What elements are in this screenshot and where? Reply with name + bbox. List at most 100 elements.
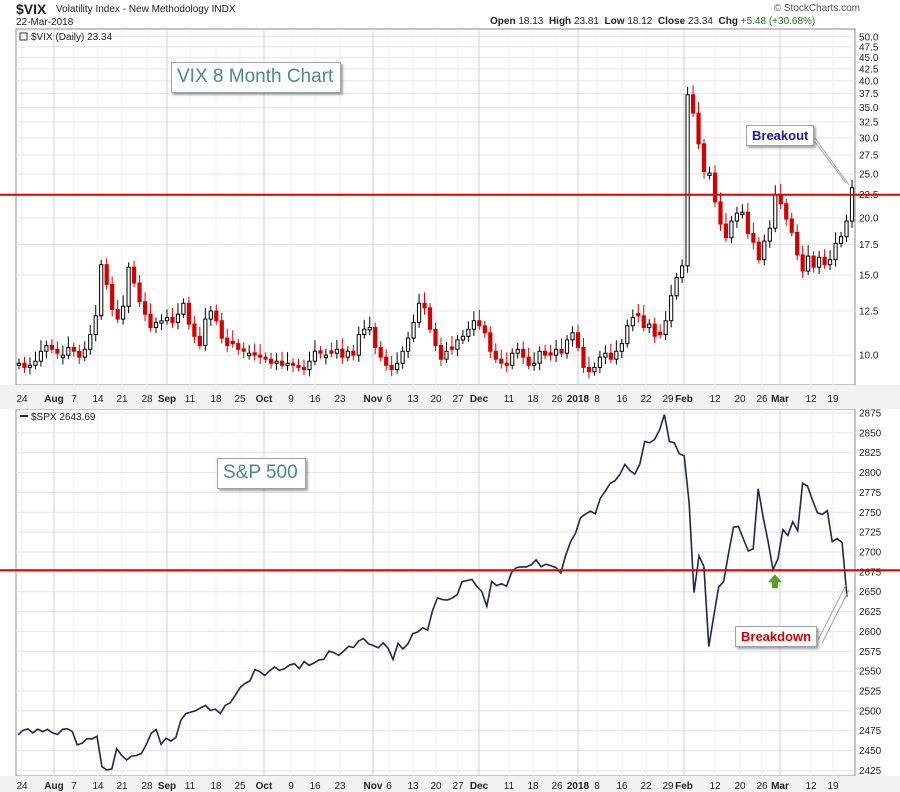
- vix-candle-body: [811, 255, 816, 268]
- vix-x-tick-label: 8: [594, 394, 600, 405]
- vix-candle-body: [115, 308, 120, 320]
- vix-candle-body: [756, 241, 761, 261]
- vix-candle-body: [570, 332, 575, 341]
- spx-x-tick-label: Dec: [470, 781, 489, 792]
- vix-candle-body: [395, 362, 400, 371]
- breakout-pointer-line: [814, 137, 850, 186]
- vix-candle-body: [751, 232, 756, 243]
- support-arrow-icon: [768, 574, 782, 589]
- vix-candle-body: [455, 339, 460, 350]
- vix-candle-body: [389, 364, 394, 371]
- vix-candle-body: [416, 302, 422, 323]
- vix-y-tick-label: 47.5: [859, 42, 879, 53]
- open-label: Open: [490, 16, 516, 27]
- spx-x-tick-label: 21: [116, 781, 128, 792]
- spx-x-tick-label: Feb: [675, 781, 693, 792]
- vix-candle-body: [66, 346, 71, 356]
- vix-candle-body: [575, 332, 581, 348]
- spx-x-tick-label: 23: [334, 781, 346, 792]
- vix-y-tick-label: 45.0: [859, 53, 879, 64]
- breakout-callout-box: Breakout: [746, 125, 815, 146]
- brand-watermark: © StockCharts.com: [773, 3, 860, 14]
- vix-candle-body: [274, 360, 279, 364]
- vix-candle-body: [258, 354, 263, 358]
- vix-candle-body: [49, 345, 54, 350]
- spx-x-tick-label: 7: [71, 781, 77, 792]
- spx-y-tick-label: 2775: [859, 488, 882, 499]
- close-value: 23.34: [687, 16, 713, 27]
- vix-x-tick-label: 26: [551, 394, 563, 405]
- date-axis-band-bottom: [0, 776, 900, 792]
- spx-y-tick-label: 2800: [859, 468, 882, 479]
- vix-candle-body: [219, 320, 224, 339]
- spx-x-tick-label: 11: [185, 781, 196, 792]
- vix-candle-body: [833, 242, 838, 261]
- vix-candle-body: [405, 337, 411, 352]
- vix-candle-body: [838, 236, 844, 244]
- vix-legend-text: $VIX (Daily) 23.34: [31, 32, 113, 43]
- vix-x-tick-label: 2018: [567, 394, 590, 405]
- vix-x-tick-label: 21: [116, 394, 128, 405]
- vix-x-tick-label: 18: [210, 394, 222, 405]
- vix-y-tick-label: 35.0: [859, 103, 879, 114]
- vix-candle-body: [285, 362, 290, 366]
- vix-candle-body: [38, 350, 44, 362]
- vix-candle-body: [460, 335, 466, 341]
- spx-x-tick-label: 25: [234, 781, 246, 792]
- vix-candle-body: [290, 362, 296, 366]
- vix-candle-body: [652, 323, 657, 337]
- spx-y-tick-label: 2675: [859, 567, 882, 578]
- vix-candle-body: [806, 255, 811, 272]
- vix-candle-body: [170, 316, 175, 323]
- vix-candle-body: [745, 211, 750, 234]
- spx-y-tick-label: 2875: [859, 408, 882, 419]
- breakdown-callout-box: Breakdown: [735, 626, 818, 647]
- vix-candle-body: [373, 327, 378, 348]
- vix-candle-body: [351, 350, 356, 356]
- vix-candle-body: [619, 343, 624, 352]
- vix-candle-body: [422, 302, 427, 309]
- vix-y-tick-label: 27.5: [859, 151, 879, 162]
- vix-candle-body: [537, 350, 542, 364]
- spx-x-tick-label: Aug: [44, 781, 63, 792]
- breakout-pointer-line: [814, 141, 847, 184]
- spx-x-tick-label: Nov: [364, 781, 383, 792]
- vix-candle-body: [800, 254, 805, 272]
- vix-candle-body: [515, 348, 520, 354]
- spx-y-tick-label: 2550: [859, 667, 882, 678]
- spx-y-tick-label: 2475: [859, 726, 882, 737]
- spx-x-tick-label: 27: [452, 781, 464, 792]
- high-value: 23.81: [573, 16, 599, 27]
- vix-candle-body: [263, 356, 268, 360]
- spx-x-tick-label: 6: [386, 781, 392, 792]
- vix-x-tick-label: 22: [640, 394, 652, 405]
- spx-x-tick-label: 2018: [567, 781, 590, 792]
- vix-x-tick-label: Mar: [771, 394, 789, 405]
- vix-candle-body: [301, 366, 307, 371]
- vix-candle-body: [690, 94, 696, 114]
- vix-candle-body: [318, 350, 323, 354]
- spx-x-tick-label: Oct: [256, 781, 273, 792]
- vix-x-tick-label: 11: [504, 394, 515, 405]
- vix-x-tick-label: 12: [805, 394, 817, 405]
- vix-y-tick-label: 30.0: [859, 133, 879, 144]
- spx-x-tick-label: 13: [407, 781, 419, 792]
- spx-x-tick-label: 26: [551, 781, 563, 792]
- vix-candle-body: [521, 348, 526, 358]
- vix-candle-body: [586, 366, 592, 373]
- vix-x-tick-label: Sep: [158, 394, 176, 405]
- spx-x-tick-label: 11: [504, 781, 515, 792]
- low-value: 18.12: [627, 16, 653, 27]
- vix-candle-body: [186, 302, 191, 325]
- vix-candle-body: [685, 94, 690, 267]
- vix-y-tick-label: 12.5: [859, 307, 879, 318]
- spx-y-tick-label: 2600: [859, 627, 882, 638]
- vix-candle-body: [844, 220, 849, 238]
- vix-candle-body: [356, 334, 361, 356]
- vix-candle-body: [701, 143, 707, 173]
- close-label: Close: [657, 16, 686, 27]
- spx-y-tick-label: 2525: [859, 687, 882, 698]
- vix-candle-body: [597, 356, 603, 368]
- spx-x-tick-label: Sep: [158, 781, 176, 792]
- vix-candle-body: [499, 358, 504, 364]
